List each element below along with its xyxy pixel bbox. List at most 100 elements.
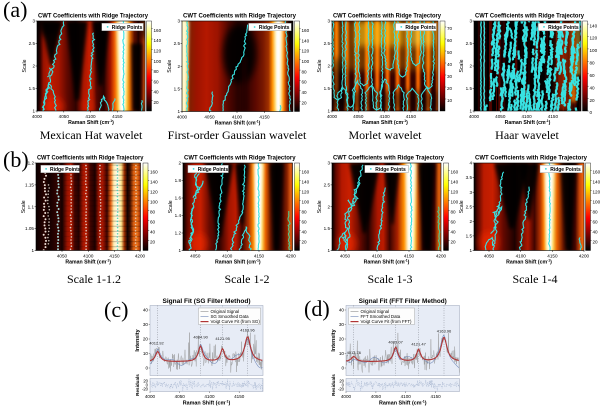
svg-text:1.05: 1.05 (25, 226, 34, 231)
svg-text:2: 2 (469, 63, 472, 68)
svg-text:1: 1 (327, 108, 330, 113)
svg-text:120: 120 (302, 189, 310, 194)
svg-text:4012.92: 4012.92 (149, 341, 164, 346)
svg-text:120: 120 (150, 189, 158, 194)
svg-text:20: 20 (339, 378, 344, 383)
svg-text:120: 120 (590, 35, 598, 40)
svg-text:3: 3 (32, 18, 35, 23)
svg-text:60: 60 (302, 219, 308, 224)
svg-text:80: 80 (302, 209, 308, 214)
svg-text:20: 20 (302, 239, 308, 244)
svg-text:1.5: 1.5 (29, 86, 36, 91)
svg-text:4200: 4200 (286, 253, 297, 258)
svg-text:Raman Shift (cm-1): Raman Shift (cm-1) (506, 258, 552, 265)
svg-text:Ridge Points: Ridge Points (50, 166, 81, 172)
svg-text:160: 160 (150, 169, 158, 174)
svg-text:120: 120 (302, 48, 310, 53)
svg-text:CWT Coefficients with Ridge Tr: CWT Coefficients with Ridge Trajectory (36, 154, 143, 161)
svg-text:20: 20 (143, 378, 148, 383)
svg-text:100: 100 (150, 199, 158, 204)
svg-text:4000: 4000 (177, 114, 188, 119)
svg-text:4200: 4200 (134, 253, 145, 258)
svg-text:10: 10 (142, 351, 148, 356)
svg-text:2.5: 2.5 (324, 182, 331, 187)
svg-text:1.15: 1.15 (25, 182, 34, 187)
svg-text:4050: 4050 (340, 253, 351, 258)
svg-text:20: 20 (154, 99, 160, 104)
svg-text:40: 40 (302, 229, 308, 234)
svg-text:4100: 4100 (516, 253, 527, 258)
svg-text:2: 2 (327, 204, 330, 209)
svg-text:3: 3 (469, 18, 472, 23)
svg-text:3: 3 (327, 18, 330, 23)
svg-text:2: 2 (32, 63, 35, 68)
svg-text:0: 0 (341, 366, 344, 371)
svg-text:60: 60 (150, 219, 156, 224)
svg-text:4050: 4050 (370, 394, 381, 399)
svg-text:4150: 4150 (112, 114, 123, 119)
svg-text:20: 20 (150, 239, 156, 244)
svg-text:4: 4 (469, 160, 472, 165)
svg-text:20: 20 (590, 97, 596, 102)
svg-text:4050: 4050 (59, 114, 70, 119)
svg-text:4000: 4000 (327, 114, 338, 119)
svg-text:1.5: 1.5 (324, 226, 331, 231)
svg-text:Ridge Points: Ridge Points (375, 166, 406, 172)
svg-text:Ridge Points: Ridge Points (198, 166, 229, 172)
svg-text:0: 0 (145, 382, 148, 387)
svg-text:CWT Coefficients with Ridge Tr: CWT Coefficients with Ridge Trajectory (333, 154, 444, 161)
svg-text:Scale: Scale (317, 200, 323, 213)
svg-text:4150: 4150 (109, 253, 120, 258)
svg-text:Raman Shift (cm-1): Raman Shift (cm-1) (364, 258, 410, 265)
svg-text:4150: 4150 (406, 114, 417, 119)
svg-text:0: 0 (590, 110, 593, 115)
svg-text:1.1: 1.1 (27, 204, 34, 209)
svg-text:50: 50 (447, 50, 453, 55)
svg-text:Ridge Points: Ridge Points (405, 24, 436, 30)
svg-text:160: 160 (593, 169, 600, 174)
svg-text:Voigt Curve Fit (from SG): Voigt Curve Fit (from SG) (210, 319, 260, 324)
svg-text:4150: 4150 (548, 114, 559, 119)
svg-text:4150: 4150 (259, 114, 270, 119)
svg-text:140: 140 (302, 179, 310, 184)
svg-text:60: 60 (451, 219, 457, 224)
svg-text:80: 80 (154, 69, 160, 74)
svg-text:20: 20 (447, 86, 453, 91)
svg-text:1: 1 (178, 248, 181, 253)
svg-text:-20: -20 (337, 386, 344, 391)
svg-text:FFT Smoothed Data: FFT Smoothed Data (360, 314, 400, 319)
svg-text:100: 100 (593, 199, 600, 204)
svg-text:4100: 4100 (521, 114, 532, 119)
svg-text:40: 40 (142, 308, 148, 313)
svg-text:2: 2 (327, 63, 330, 68)
svg-text:30: 30 (142, 322, 148, 327)
svg-text:Residuals: Residuals (135, 374, 140, 396)
svg-text:4163.96: 4163.96 (240, 328, 255, 333)
svg-text:1.2: 1.2 (175, 230, 182, 235)
svg-text:Scale: Scale (459, 200, 465, 213)
svg-text:120: 120 (451, 189, 459, 194)
svg-text:CWT Coefficients with Ridge Tr: CWT Coefficients with Ridge Trajectory (475, 12, 584, 19)
svg-text:4084.90: 4084.90 (193, 334, 208, 339)
svg-text:2.5: 2.5 (466, 41, 473, 46)
svg-text:4100: 4100 (222, 253, 233, 258)
svg-text:Signal Fit (SG Filter Method): Signal Fit (SG Filter Method) (162, 298, 250, 305)
svg-text:4150: 4150 (430, 394, 441, 399)
svg-text:Raman Shift (cm-1): Raman Shift (cm-1) (505, 119, 551, 126)
svg-text:4000: 4000 (32, 114, 43, 119)
svg-text:Scale: Scale (21, 200, 27, 213)
svg-text:20: 20 (451, 239, 457, 244)
svg-text:1.8: 1.8 (175, 178, 182, 183)
svg-text:1: 1 (469, 248, 472, 253)
svg-text:Ridge Points: Ridge Points (259, 24, 290, 30)
svg-text:4150: 4150 (404, 253, 415, 258)
svg-text:80: 80 (590, 60, 596, 65)
svg-text:60: 60 (447, 38, 453, 43)
svg-text:40: 40 (154, 89, 160, 94)
svg-text:Raman Shift (cm-1): Raman Shift (cm-1) (182, 400, 230, 407)
svg-text:10: 10 (447, 98, 453, 103)
svg-text:4100: 4100 (372, 253, 383, 258)
svg-text:2: 2 (177, 63, 180, 68)
svg-text:1.5: 1.5 (324, 86, 331, 91)
svg-text:70: 70 (447, 26, 453, 31)
